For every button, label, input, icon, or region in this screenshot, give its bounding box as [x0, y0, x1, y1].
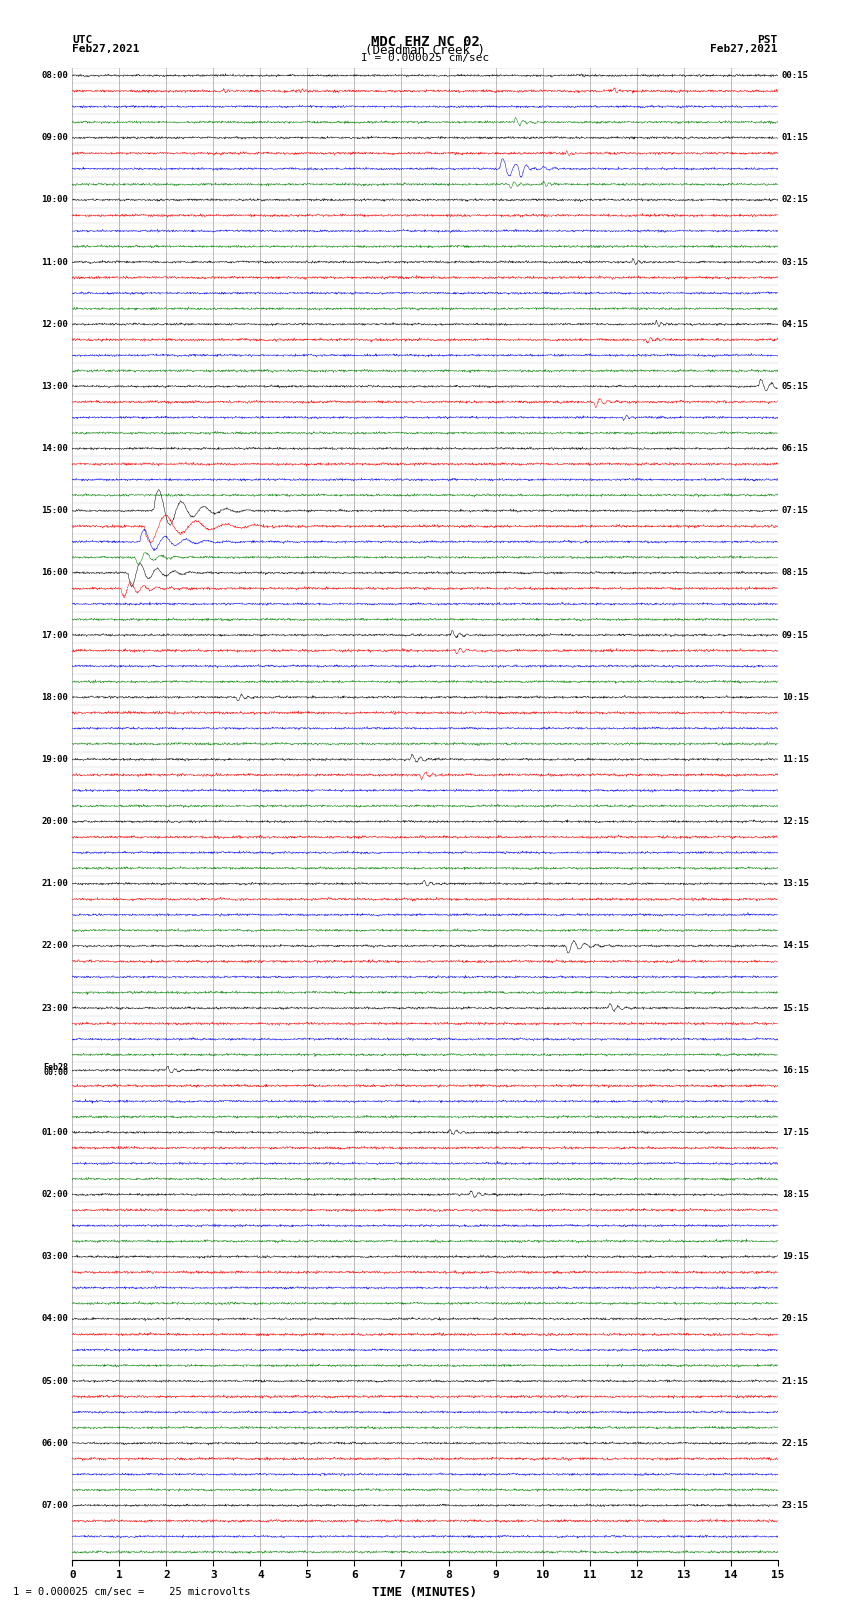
Text: 07:00: 07:00	[41, 1500, 68, 1510]
Text: 06:15: 06:15	[782, 444, 809, 453]
Text: 19:15: 19:15	[782, 1252, 809, 1261]
Text: 07:15: 07:15	[782, 506, 809, 515]
Text: UTC: UTC	[72, 35, 93, 45]
Text: 18:15: 18:15	[782, 1190, 809, 1198]
Text: 22:15: 22:15	[782, 1439, 809, 1448]
Text: 13:00: 13:00	[41, 382, 68, 390]
Text: 06:00: 06:00	[41, 1439, 68, 1448]
Text: 05:00: 05:00	[41, 1376, 68, 1386]
Text: MDC EHZ NC 02: MDC EHZ NC 02	[371, 35, 479, 48]
Text: 18:00: 18:00	[41, 692, 68, 702]
Text: 04:15: 04:15	[782, 319, 809, 329]
Text: 02:00: 02:00	[41, 1190, 68, 1198]
Text: 13:15: 13:15	[782, 879, 809, 889]
Text: 16:15: 16:15	[782, 1066, 809, 1074]
Text: 10:00: 10:00	[41, 195, 68, 205]
Text: 23:15: 23:15	[782, 1500, 809, 1510]
Text: Feb27,2021: Feb27,2021	[711, 44, 778, 53]
Text: 17:00: 17:00	[41, 631, 68, 639]
Text: 00:00: 00:00	[43, 1068, 68, 1077]
Text: 20:00: 20:00	[41, 818, 68, 826]
Text: 14:15: 14:15	[782, 942, 809, 950]
Text: 19:00: 19:00	[41, 755, 68, 765]
Text: 01:15: 01:15	[782, 134, 809, 142]
Text: I = 0.000025 cm/sec: I = 0.000025 cm/sec	[361, 53, 489, 63]
Text: 11:00: 11:00	[41, 258, 68, 266]
Text: 21:00: 21:00	[41, 879, 68, 889]
Text: 11:15: 11:15	[782, 755, 809, 765]
Text: 09:00: 09:00	[41, 134, 68, 142]
Text: 10:15: 10:15	[782, 692, 809, 702]
Text: Feb28: Feb28	[43, 1063, 68, 1073]
Text: 12:00: 12:00	[41, 319, 68, 329]
Text: 20:15: 20:15	[782, 1315, 809, 1323]
Text: 16:00: 16:00	[41, 568, 68, 577]
Text: 09:15: 09:15	[782, 631, 809, 639]
Text: 03:15: 03:15	[782, 258, 809, 266]
Text: 22:00: 22:00	[41, 942, 68, 950]
Text: 04:00: 04:00	[41, 1315, 68, 1323]
Text: 21:15: 21:15	[782, 1376, 809, 1386]
Text: 08:00: 08:00	[41, 71, 68, 81]
Text: 14:00: 14:00	[41, 444, 68, 453]
Text: Feb27,2021: Feb27,2021	[72, 44, 139, 53]
X-axis label: TIME (MINUTES): TIME (MINUTES)	[372, 1586, 478, 1598]
Text: 03:00: 03:00	[41, 1252, 68, 1261]
Text: 15:00: 15:00	[41, 506, 68, 515]
Text: 1 = 0.000025 cm/sec =    25 microvolts: 1 = 0.000025 cm/sec = 25 microvolts	[13, 1587, 250, 1597]
Text: 17:15: 17:15	[782, 1127, 809, 1137]
Text: 05:15: 05:15	[782, 382, 809, 390]
Text: 02:15: 02:15	[782, 195, 809, 205]
Text: 00:15: 00:15	[782, 71, 809, 81]
Text: 23:00: 23:00	[41, 1003, 68, 1013]
Text: 08:15: 08:15	[782, 568, 809, 577]
Text: PST: PST	[757, 35, 778, 45]
Text: 12:15: 12:15	[782, 818, 809, 826]
Text: 15:15: 15:15	[782, 1003, 809, 1013]
Text: (Deadman Creek ): (Deadman Creek )	[365, 44, 485, 56]
Text: 01:00: 01:00	[41, 1127, 68, 1137]
